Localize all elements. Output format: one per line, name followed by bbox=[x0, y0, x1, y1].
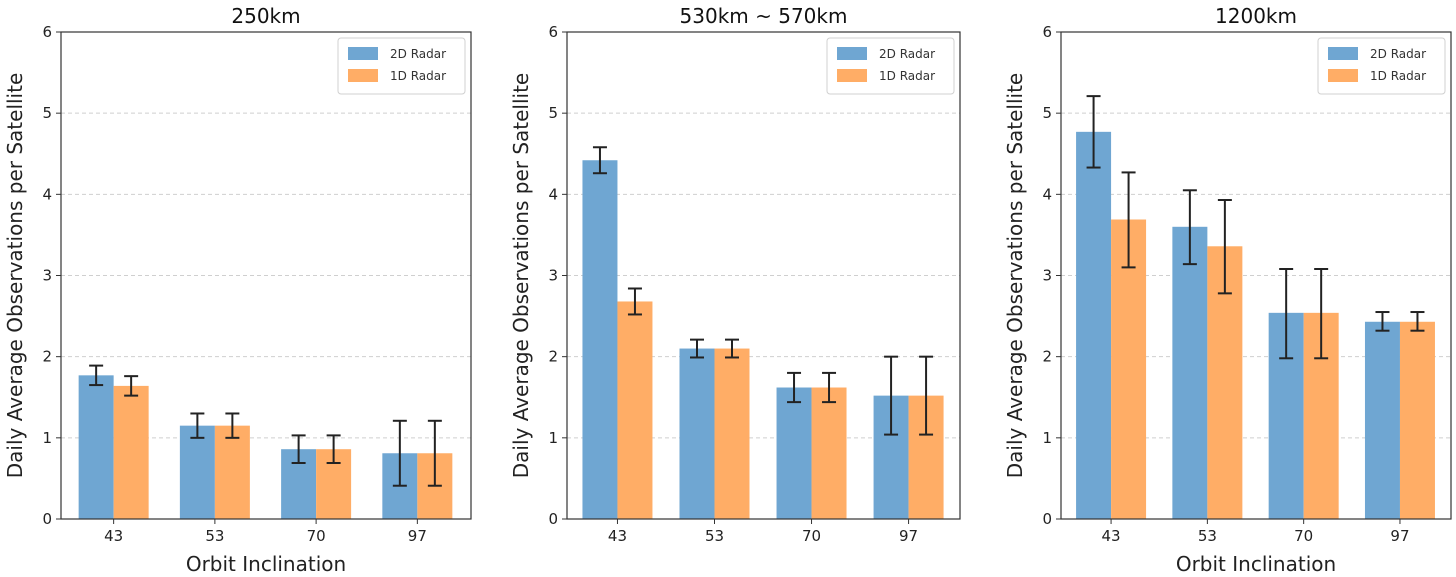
error-bar-1d-70 bbox=[326, 434, 341, 464]
x-tick-label: 53 bbox=[205, 527, 224, 545]
error-bar-1d-53 bbox=[1217, 199, 1232, 295]
y-tick-label: 1 bbox=[42, 429, 52, 447]
error-bar-2d-53 bbox=[190, 412, 205, 439]
bar-1d-43 bbox=[617, 301, 653, 519]
bar-1d-53 bbox=[214, 425, 250, 519]
error-bar-1d-97 bbox=[919, 355, 934, 436]
x-tick-label: 70 bbox=[802, 527, 821, 545]
y-tick-label: 1 bbox=[548, 429, 558, 447]
error-bar-2d-97 bbox=[1375, 311, 1390, 332]
x-axis-label: Orbit Inclination bbox=[186, 552, 346, 576]
legend: 2D Radar 1D Radar bbox=[1317, 37, 1446, 95]
error-bar-2d-53 bbox=[689, 338, 704, 359]
y-axis-label: Daily Average Observations per Satellite bbox=[1003, 73, 1027, 479]
error-bar-2d-43 bbox=[1086, 95, 1101, 169]
bar-1d-70 bbox=[811, 387, 847, 519]
legend-swatch-1d bbox=[837, 69, 867, 82]
bar-2d-97 bbox=[1364, 321, 1400, 519]
error-bar-2d-70 bbox=[291, 434, 306, 464]
x-tick-label: 53 bbox=[705, 527, 724, 545]
error-bar-2d-70 bbox=[787, 371, 802, 404]
y-tick-label: 0 bbox=[1042, 510, 1052, 528]
y-axis-label: Daily Average Observations per Satellite bbox=[509, 73, 533, 479]
bar-2d-53 bbox=[179, 425, 215, 519]
y-tick-label: 2 bbox=[1042, 348, 1052, 366]
bar-2d-43 bbox=[78, 375, 114, 519]
bar-1d-43 bbox=[1111, 219, 1147, 519]
y-tick-label: 0 bbox=[42, 510, 52, 528]
y-tick-label: 0 bbox=[548, 510, 558, 528]
x-axis-label: Orbit Inclination bbox=[1176, 552, 1336, 576]
error-bar-1d-43 bbox=[124, 375, 139, 397]
bar-2d-53 bbox=[1172, 226, 1208, 520]
legend-label-1d: 1D Radar bbox=[1370, 69, 1426, 83]
legend-swatch-2d bbox=[1328, 47, 1358, 60]
y-tick-label: 4 bbox=[548, 185, 558, 203]
y-tick-label: 5 bbox=[1042, 104, 1052, 122]
error-bar-1d-53 bbox=[724, 338, 739, 359]
x-tick-label: 97 bbox=[1390, 527, 1409, 545]
bar-1d-43 bbox=[113, 385, 149, 519]
error-bar-1d-43 bbox=[627, 287, 642, 316]
legend-label-2d: 2D Radar bbox=[390, 47, 446, 61]
x-tick-label: 43 bbox=[608, 527, 627, 545]
chart-title: 250km bbox=[231, 4, 300, 28]
y-tick-label: 3 bbox=[548, 267, 558, 285]
y-tick-label: 2 bbox=[42, 348, 52, 366]
legend-label-2d: 2D Radar bbox=[1370, 47, 1426, 61]
x-tick-label: 97 bbox=[408, 527, 427, 545]
y-tick-label: 3 bbox=[42, 267, 52, 285]
y-tick-label: 5 bbox=[548, 104, 558, 122]
error-bar-1d-70 bbox=[1314, 268, 1329, 360]
legend-label-1d: 1D Radar bbox=[879, 69, 935, 83]
bar-2d-43 bbox=[582, 160, 618, 519]
y-axis-label: Daily Average Observations per Satellite bbox=[3, 73, 27, 479]
bar-2d-43 bbox=[1076, 131, 1112, 519]
y-tick-label: 2 bbox=[548, 348, 558, 366]
error-bar-1d-53 bbox=[225, 412, 240, 439]
bar-2d-70 bbox=[776, 387, 812, 519]
legend-label-1d: 1D Radar bbox=[390, 69, 446, 83]
y-tick-label: 6 bbox=[42, 23, 52, 41]
legend-label-2d: 2D Radar bbox=[879, 47, 935, 61]
x-tick-label: 53 bbox=[1198, 527, 1217, 545]
x-tick-label: 70 bbox=[1294, 527, 1313, 545]
y-tick-label: 1 bbox=[1042, 429, 1052, 447]
x-tick-label: 70 bbox=[307, 527, 326, 545]
chart-panel-2: 0 1 2 3 4 5 6 43 53 70 97 530km ~ 570km Daily Averag… bbox=[509, 4, 961, 545]
chart-title: 1200km bbox=[1215, 4, 1297, 28]
bar-2d-53 bbox=[679, 348, 715, 519]
error-bar-2d-97 bbox=[392, 419, 407, 487]
y-tick-label: 3 bbox=[1042, 267, 1052, 285]
legend-swatch-1d bbox=[348, 69, 378, 82]
x-tick-label: 97 bbox=[899, 527, 918, 545]
legend-swatch-1d bbox=[1328, 69, 1358, 82]
y-tick-label: 6 bbox=[1042, 23, 1052, 41]
chart-title: 530km ~ 570km bbox=[680, 4, 848, 28]
bar-1d-53 bbox=[714, 348, 750, 519]
y-tick-label: 4 bbox=[42, 185, 52, 203]
legend-swatch-2d bbox=[837, 47, 867, 60]
error-bar-2d-97 bbox=[884, 355, 899, 436]
y-tick-label: 5 bbox=[42, 104, 52, 122]
error-bar-1d-43 bbox=[1121, 171, 1136, 269]
bar-1d-97 bbox=[1399, 321, 1435, 519]
error-bar-2d-53 bbox=[1182, 189, 1197, 266]
x-tick-label: 43 bbox=[1102, 527, 1121, 545]
x-tick-label: 43 bbox=[104, 527, 123, 545]
y-tick-label: 4 bbox=[1042, 185, 1052, 203]
error-bar-1d-70 bbox=[822, 371, 837, 404]
chart-panel-1: 0 1 2 3 4 5 6 43 53 70 97 250km Orbit Inclination Dai… bbox=[3, 4, 472, 576]
error-bar-2d-43 bbox=[89, 364, 104, 387]
error-bar-1d-97 bbox=[1410, 311, 1425, 332]
legend: 2D Radar 1D Radar bbox=[826, 37, 955, 95]
legend-swatch-2d bbox=[348, 47, 378, 60]
error-bar-2d-70 bbox=[1279, 268, 1294, 360]
y-tick-label: 6 bbox=[548, 23, 558, 41]
legend: 2D Radar 1D Radar bbox=[337, 37, 466, 95]
error-bar-2d-43 bbox=[592, 146, 607, 175]
error-bar-1d-97 bbox=[427, 419, 442, 487]
chart-panel-3: 0 1 2 3 4 5 6 43 53 70 97 1200km Orbit Inclination Da… bbox=[1003, 4, 1452, 576]
